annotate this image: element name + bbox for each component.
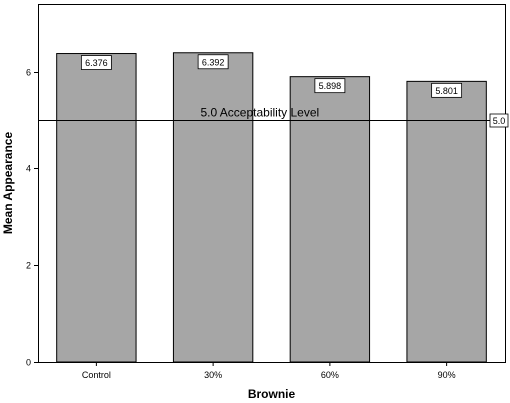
y-tick-label: 0	[26, 358, 31, 368]
y-tick-label: 2	[26, 261, 31, 271]
data-label: 6.392	[202, 57, 225, 67]
bar-control	[56, 53, 137, 363]
data-label-box	[314, 78, 346, 94]
reference-value-box	[489, 113, 509, 128]
y-tick-label: 4	[26, 164, 31, 174]
data-label: 6.376	[85, 58, 108, 68]
bar-90-	[406, 80, 487, 363]
reference-value-label: 5.0	[493, 116, 506, 126]
x-tick-label: 60%	[321, 370, 339, 380]
y-tick-label: 6	[26, 68, 31, 78]
reference-line-label: 5.0 Acceptability Level	[200, 106, 319, 120]
x-tick-label: Control	[82, 370, 111, 380]
x-axis-ticks: Control 30% 60% 90%	[82, 362, 456, 380]
x-axis-title: Brownie	[248, 387, 296, 401]
y-axis-ticks: 0 2 4 6	[26, 68, 38, 368]
data-label: 5.898	[319, 81, 342, 91]
plot-area-frame	[38, 4, 506, 363]
bar-60-	[289, 76, 371, 363]
reference-line-group: 5.0 Acceptability Level 5.0	[38, 106, 509, 128]
x-tick-label: 90%	[438, 370, 456, 380]
y-axis-title: Mean Appearance	[1, 132, 15, 235]
bars-group: 6.376 6.392 5.898 5.801	[56, 52, 487, 363]
data-label-box	[197, 54, 229, 70]
data-label-box	[80, 55, 112, 70]
bar-30-	[172, 52, 254, 363]
data-label: 5.801	[435, 86, 458, 96]
x-tick-label: 30%	[204, 370, 222, 380]
data-label-box	[431, 82, 463, 98]
